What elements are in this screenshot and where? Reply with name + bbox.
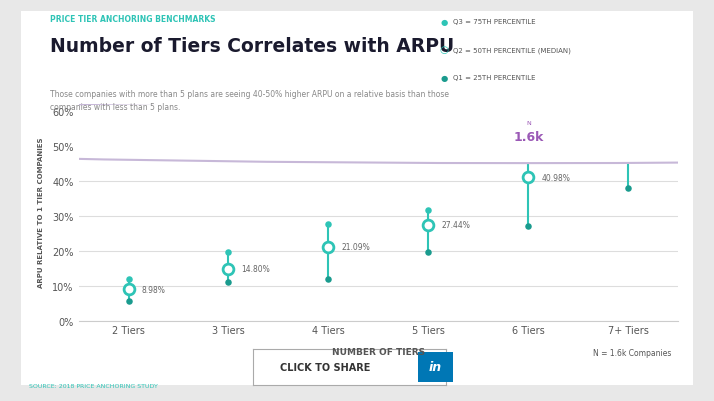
Point (423, 249, 434, 256)
Point (623, 185, 634, 191)
Point (123, 286, 134, 293)
Point (323, 244, 334, 250)
Point (423, 208, 434, 214)
Text: 1.6k: 1.6k (513, 131, 543, 144)
Point (323, 221, 334, 228)
Text: 49.86%: 49.86% (641, 142, 670, 151)
Text: 8.98%: 8.98% (141, 285, 166, 294)
Text: ●: ● (441, 18, 448, 26)
Text: Q1 = 25TH PERCENTILE: Q1 = 25TH PERCENTILE (453, 75, 536, 81)
Text: N: N (526, 121, 531, 126)
Text: Number of Tiers Correlates with ARPU: Number of Tiers Correlates with ARPU (50, 37, 454, 56)
Text: in: in (429, 360, 442, 373)
Point (423, 222, 434, 228)
Point (323, 275, 334, 282)
Text: Q3 = 75TH PERCENTILE: Q3 = 75TH PERCENTILE (453, 19, 536, 25)
Point (523, 138, 534, 144)
X-axis label: NUMBER OF TIERS: NUMBER OF TIERS (332, 347, 425, 356)
Point (523, 174, 534, 181)
Point (523, 223, 534, 230)
Circle shape (0, 101, 714, 164)
Point (223, 266, 234, 272)
Text: ●: ● (441, 74, 448, 83)
Text: 14.80%: 14.80% (241, 265, 270, 273)
Text: 27.44%: 27.44% (441, 221, 471, 229)
Text: N = 1.6k Companies: N = 1.6k Companies (593, 348, 671, 357)
Point (623, 115, 634, 122)
Text: ○: ○ (440, 45, 449, 55)
Text: PRICE TIER ANCHORING BENCHMARKS: PRICE TIER ANCHORING BENCHMARKS (50, 15, 216, 24)
Point (123, 275, 134, 282)
Point (623, 144, 634, 150)
Text: SOURCE: 2018 PRICE ANCHORING STUDY: SOURCE: 2018 PRICE ANCHORING STUDY (29, 383, 157, 388)
Text: 21.09%: 21.09% (341, 243, 370, 252)
Text: CLICK TO SHARE: CLICK TO SHARE (280, 362, 370, 372)
Text: 40.98%: 40.98% (541, 173, 570, 182)
Text: Those companies with more than 5 plans are seeing 40-50% higher ARPU on a relati: Those companies with more than 5 plans a… (50, 90, 449, 111)
Point (223, 249, 234, 256)
Y-axis label: ARPU RELATIVE TO 1 TIER COMPANIES: ARPU RELATIVE TO 1 TIER COMPANIES (38, 138, 44, 288)
Point (123, 298, 134, 305)
Point (223, 279, 234, 286)
Text: Q2 = 50TH PERCENTILE (MEDIAN): Q2 = 50TH PERCENTILE (MEDIAN) (453, 47, 571, 53)
